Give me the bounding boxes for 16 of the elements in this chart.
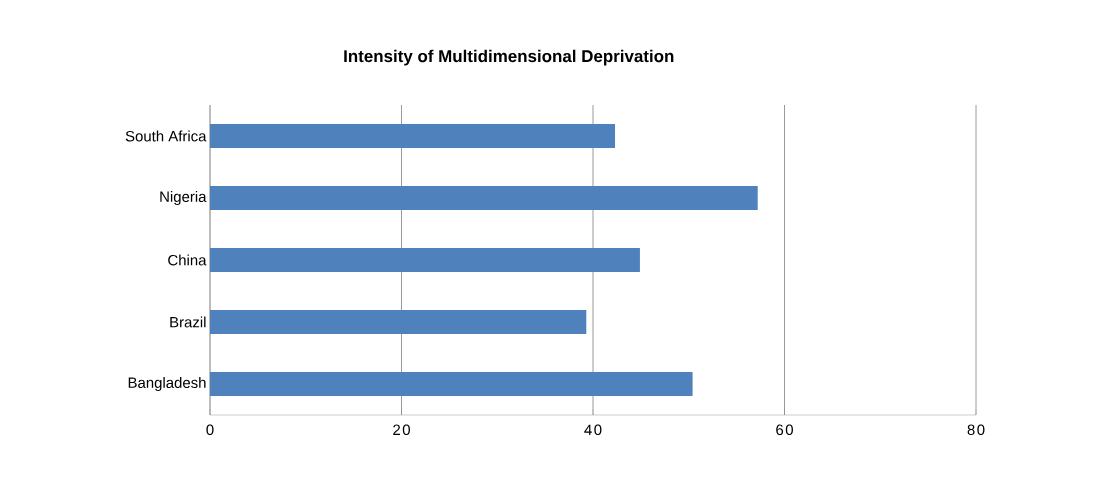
x-tick-label: 60 xyxy=(776,424,793,436)
x-tick-label: 40 xyxy=(584,424,602,436)
x-tick-label: 0 xyxy=(206,424,214,436)
y-tick-label: Brazil xyxy=(170,316,206,328)
y-tick-label: Nigeria xyxy=(160,191,207,205)
chart-title: Intensity of Multidimensional Deprivation xyxy=(344,49,674,66)
y-tick-label: China xyxy=(168,254,207,266)
bar xyxy=(210,310,587,334)
bar xyxy=(210,186,758,210)
y-tick-label: Bangladesh xyxy=(128,377,206,391)
x-tick-label: 80 xyxy=(967,424,985,436)
x-tick-label: 20 xyxy=(393,424,410,436)
bar xyxy=(210,372,693,396)
bar xyxy=(210,248,640,272)
y-tick-label: South Africa xyxy=(125,130,207,142)
bar xyxy=(210,124,616,148)
